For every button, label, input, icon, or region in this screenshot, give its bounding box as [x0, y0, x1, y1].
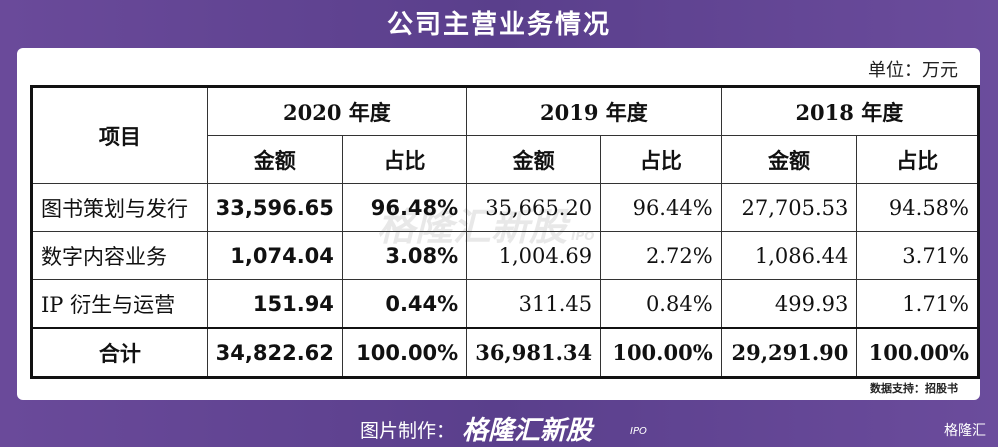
table: 项目 2020 年度 2019 年度 2018 年度 金额 占比 金额 占比 金额 占比 图书策划与…	[30, 85, 980, 379]
cell: 96.48%	[341, 183, 468, 232]
header-cell: 2018 年度	[720, 86, 980, 136]
cell: 96.44%	[600, 183, 722, 232]
footer-logo: 格隆汇	[944, 423, 986, 439]
cell: 1.71%	[856, 279, 979, 329]
cell: 29,291.90	[720, 327, 858, 378]
subheader-cell: 金额	[206, 135, 343, 184]
cell: 27,705.53	[720, 183, 858, 232]
cell: 499.93	[720, 279, 858, 329]
cell: 151.94	[206, 279, 343, 329]
cell: 0.44%	[341, 279, 468, 329]
row-label: 数字内容业务	[31, 231, 208, 280]
cell: 34,822.62	[206, 327, 343, 378]
header-cell: 2020 年度	[206, 86, 468, 136]
header-cell: 项目	[31, 86, 208, 184]
title: 公司主营业务情况	[386, 10, 611, 40]
card: 单位：万元 格隆汇新股 IPO 项目 2020 年度 2019 年度 2018 年度 金额…	[17, 48, 980, 400]
subheader-cell: 金额	[720, 135, 858, 184]
table-row: 合计 34,822.62 100.00% 36,981.34 100.00% 29,291…	[31, 327, 979, 378]
cell: 100.00%	[600, 327, 722, 378]
table-row: 数字内容业务 1,074.04 3.08% 1,004.69 2.72% 1,086.44…	[31, 231, 979, 280]
row-label: IP 衍生与运营	[31, 279, 208, 329]
row-label: 合计	[31, 327, 208, 378]
cell: 3.08%	[341, 231, 468, 280]
cell: 100.00%	[856, 327, 979, 378]
subheader-cell: 占比	[856, 135, 979, 184]
subheader-row: 金额 占比 金额 占比 金额 占比	[32, 135, 979, 184]
cell: 311.45	[466, 279, 602, 329]
row-label: 图书策划与发行	[31, 183, 208, 232]
cell: 2.72%	[600, 231, 722, 280]
table-row: 图书策划与发行 33,596.65 96.48% 35,665.20 96.44% 27,…	[31, 183, 979, 232]
unit: 单位：万元	[868, 60, 958, 81]
cell: 100.00%	[341, 327, 468, 378]
cell: 1,074.04	[206, 231, 343, 280]
subheader-cell: 金额	[466, 135, 602, 184]
header-cell: 2019 年度	[466, 86, 722, 136]
footer-brand: 格隆汇新股	[462, 416, 593, 446]
cell: 94.58%	[856, 183, 979, 232]
subheader-cell: 占比	[600, 135, 722, 184]
header-row: 项目 2020 年度 2019 年度 2018 年度	[31, 86, 980, 184]
cell: 33,596.65	[206, 183, 343, 232]
cell: 1,086.44	[720, 231, 858, 280]
footer: 图片制作： 格隆汇新股 IPO 格隆汇	[0, 408, 998, 446]
cell: 35,665.20	[466, 183, 602, 232]
table-row: IP 衍生与运营 151.94 0.44% 311.45 0.84% 499.93 1.71…	[31, 279, 979, 329]
cell: 0.84%	[600, 279, 722, 329]
footer-label: 图片制作：	[360, 420, 456, 442]
source: 数据支持：招股书	[870, 382, 958, 395]
cell: 1,004.69	[466, 231, 602, 280]
footer-brand-sub: IPO	[630, 426, 647, 437]
cell: 36,981.34	[466, 327, 602, 378]
subheader-cell: 占比	[341, 135, 468, 184]
cell: 3.71%	[856, 231, 979, 280]
